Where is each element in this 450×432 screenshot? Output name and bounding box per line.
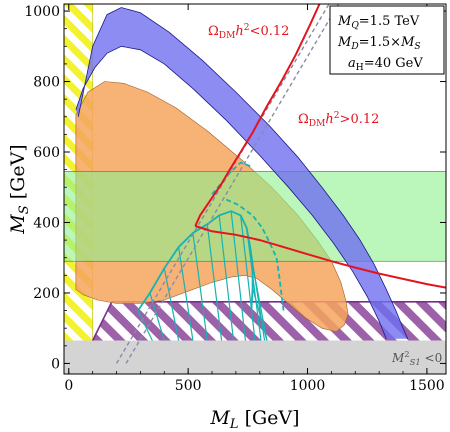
teal-hatch-line [230,211,247,341]
param-ah: aH=40 GeV [348,56,423,73]
annotations: ML [GeV] MS [GeV] MQ=1.5 TeV MD=1.5×MS aH=40… [7,5,445,432]
teal-hatch-line [218,215,235,341]
x-tick-label: 1500 [409,378,445,394]
parameter-box [329,5,445,75]
teal-hatch-line [149,292,165,341]
relic-density-curve-lower [194,225,446,289]
teal-hatch-line [246,227,262,341]
green-band [64,171,446,262]
y-axis-label: MS [GeV] [7,144,32,234]
y-tick-label: 200 [33,286,60,302]
teal-hatch-line [178,247,194,341]
x-tick-label: 0 [64,378,73,394]
teal-hatch-line [163,268,180,341]
blue-band-inner-edge [75,45,387,339]
teal-dashed-curve [225,198,285,311]
relic-label-high: ΩDMh2>0.12 [298,111,379,129]
tachyon-region [64,340,446,374]
blue-band [75,7,408,339]
axis-ticks: 0 500 1000 1500 0 200 400 600 800 1000 [24,4,446,394]
purple-hatched-region [92,301,446,341]
teal-hatch-line [137,310,153,341]
x-tick-label: 1000 [290,378,326,394]
axes-frame [63,3,447,375]
x-axis-label: ML [GeV] [209,407,299,432]
teal-hatch-line [192,232,208,341]
relic-density-curve-upper [194,4,321,227]
y-tick-label: 1000 [24,4,60,20]
blue-band-outer-edge [77,7,409,339]
teal-hatch-line [252,287,268,341]
y-tick-label: 400 [33,215,60,231]
tachyon-label: M2S1 <0 [391,349,442,367]
x-tick-label: 500 [175,378,202,394]
param-md: MD=1.5×MS [337,35,421,52]
teal-dashed-upper-curve [211,161,251,195]
relic-label-low: ΩDMh2<0.12 [208,23,289,41]
y-tick-label: 800 [33,75,60,91]
param-mq: MQ=1.5 TeV [337,14,420,31]
plot-frame [63,3,447,375]
y-tick-label: 0 [51,356,60,372]
y-tick-label: 600 [33,145,60,161]
teal-hatch-line [252,264,268,341]
teal-hatch-line [206,224,223,341]
